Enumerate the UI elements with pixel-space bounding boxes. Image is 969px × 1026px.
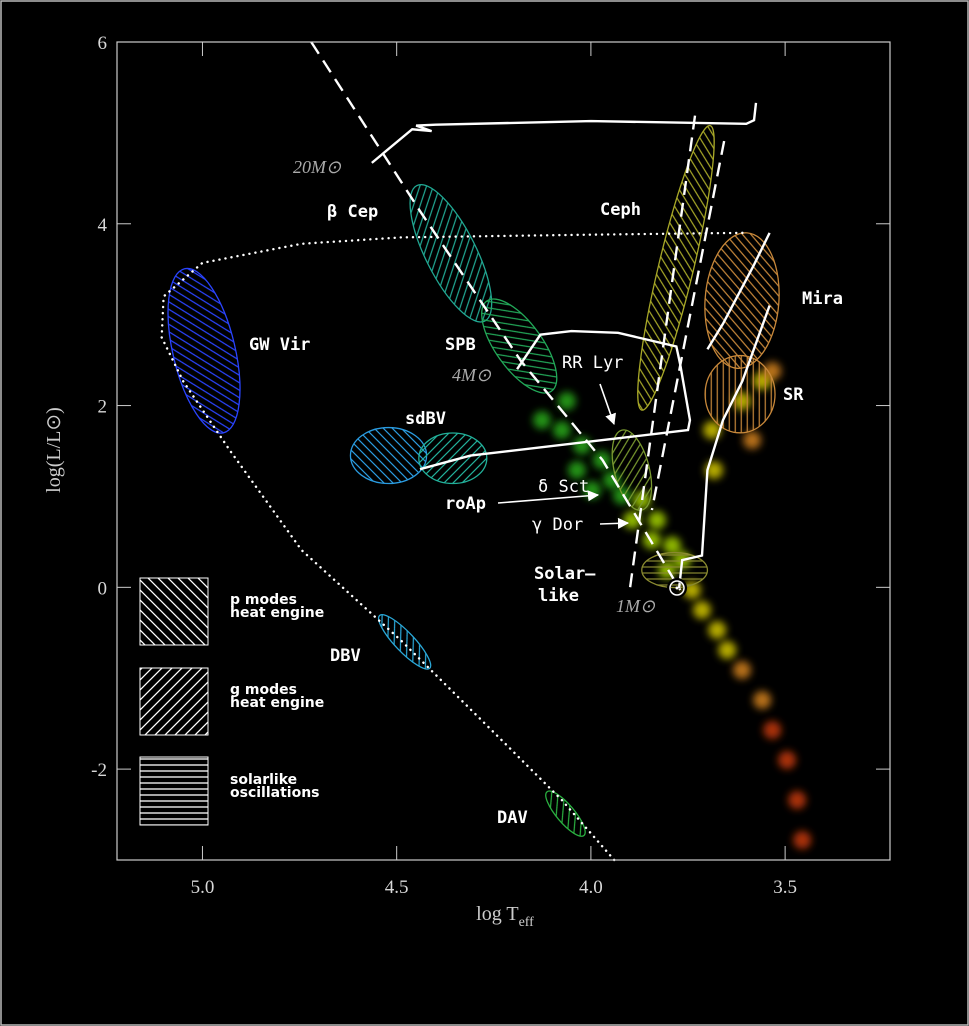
track xyxy=(650,140,726,511)
track xyxy=(310,41,682,591)
legend-text: heat engine xyxy=(230,695,324,711)
label: β Cep xyxy=(327,202,378,222)
label: like xyxy=(538,586,579,606)
star-point xyxy=(647,511,666,530)
label: SPB xyxy=(445,335,476,355)
instability-region xyxy=(418,432,488,485)
legend-text: heat engine xyxy=(230,605,324,621)
star-point xyxy=(557,392,576,411)
star-point xyxy=(793,831,812,850)
legend-swatch xyxy=(139,667,209,736)
star-point xyxy=(692,601,711,620)
track xyxy=(371,102,758,164)
star-point xyxy=(572,436,591,455)
label: DBV xyxy=(330,646,361,666)
legend-text: solarlike xyxy=(230,772,297,788)
track xyxy=(677,305,771,589)
arrow xyxy=(599,383,616,426)
y-tick-label: 4 xyxy=(98,215,108,236)
star-point xyxy=(743,431,762,450)
legend-text: oscillations xyxy=(230,785,320,801)
arrow xyxy=(497,490,600,504)
label: SR xyxy=(783,385,804,405)
star-point xyxy=(708,621,727,640)
mass-label: 4M⊙ xyxy=(452,365,492,385)
instability-region xyxy=(637,124,715,411)
label: roAp xyxy=(445,494,486,514)
track xyxy=(419,329,692,471)
x-axis-label-main: log T xyxy=(476,903,518,925)
arrows xyxy=(497,383,630,529)
star-point xyxy=(703,421,722,440)
x-tick-label: 5.0 xyxy=(191,877,215,898)
arrow xyxy=(599,517,630,529)
y-tick-label: 6 xyxy=(98,33,108,54)
star-point xyxy=(733,661,752,680)
track xyxy=(628,115,697,591)
star-point xyxy=(552,421,571,440)
x-tick-label: 4.0 xyxy=(579,877,603,898)
label: δ Sct xyxy=(538,477,589,497)
mass-label: 20M⊙ xyxy=(293,157,342,177)
label: GW Vir xyxy=(249,335,310,355)
track xyxy=(706,232,771,350)
instability-region xyxy=(641,551,709,589)
legend-swatch xyxy=(139,756,209,826)
x-axis-label: log Teff xyxy=(476,903,534,930)
mass-label: 1M⊙ xyxy=(616,596,656,616)
y-tick-label: 2 xyxy=(98,397,108,418)
star-point xyxy=(567,461,586,480)
star-point xyxy=(753,691,772,710)
sun-symbol xyxy=(667,578,687,598)
legend-text: g modes xyxy=(230,682,297,698)
plot-frame xyxy=(116,41,891,861)
star-point xyxy=(788,791,807,810)
instability-region xyxy=(481,298,558,394)
y-axis-label: log(L/L⊙) xyxy=(43,407,65,493)
instability-region xyxy=(545,790,586,837)
label: Solar– xyxy=(534,564,596,584)
label: γ Dor xyxy=(532,515,583,535)
y-tick-label: -2 xyxy=(91,760,107,781)
x-axis-label-sub: eff xyxy=(519,915,535,930)
instability-region xyxy=(704,354,776,434)
star-point xyxy=(778,751,797,770)
track xyxy=(160,231,744,862)
x-tick-label: 4.5 xyxy=(385,877,409,898)
label: RR Lyr xyxy=(562,353,623,373)
star-point xyxy=(532,411,551,430)
label: sdBV xyxy=(405,409,446,429)
instability-region xyxy=(349,426,428,485)
star-point xyxy=(763,721,782,740)
instability-region xyxy=(167,267,241,434)
plot-marks xyxy=(160,41,812,862)
label: Ceph xyxy=(600,200,641,220)
y-tick-label: 0 xyxy=(98,578,108,599)
instability-region xyxy=(377,614,432,670)
x-tick-label: 3.5 xyxy=(773,877,797,898)
label: Mira xyxy=(802,289,843,309)
star-point xyxy=(663,536,682,555)
legend-swatch xyxy=(139,577,209,646)
label: DAV xyxy=(497,808,528,828)
legend-text: p modes xyxy=(230,592,297,608)
star-point xyxy=(718,641,737,660)
